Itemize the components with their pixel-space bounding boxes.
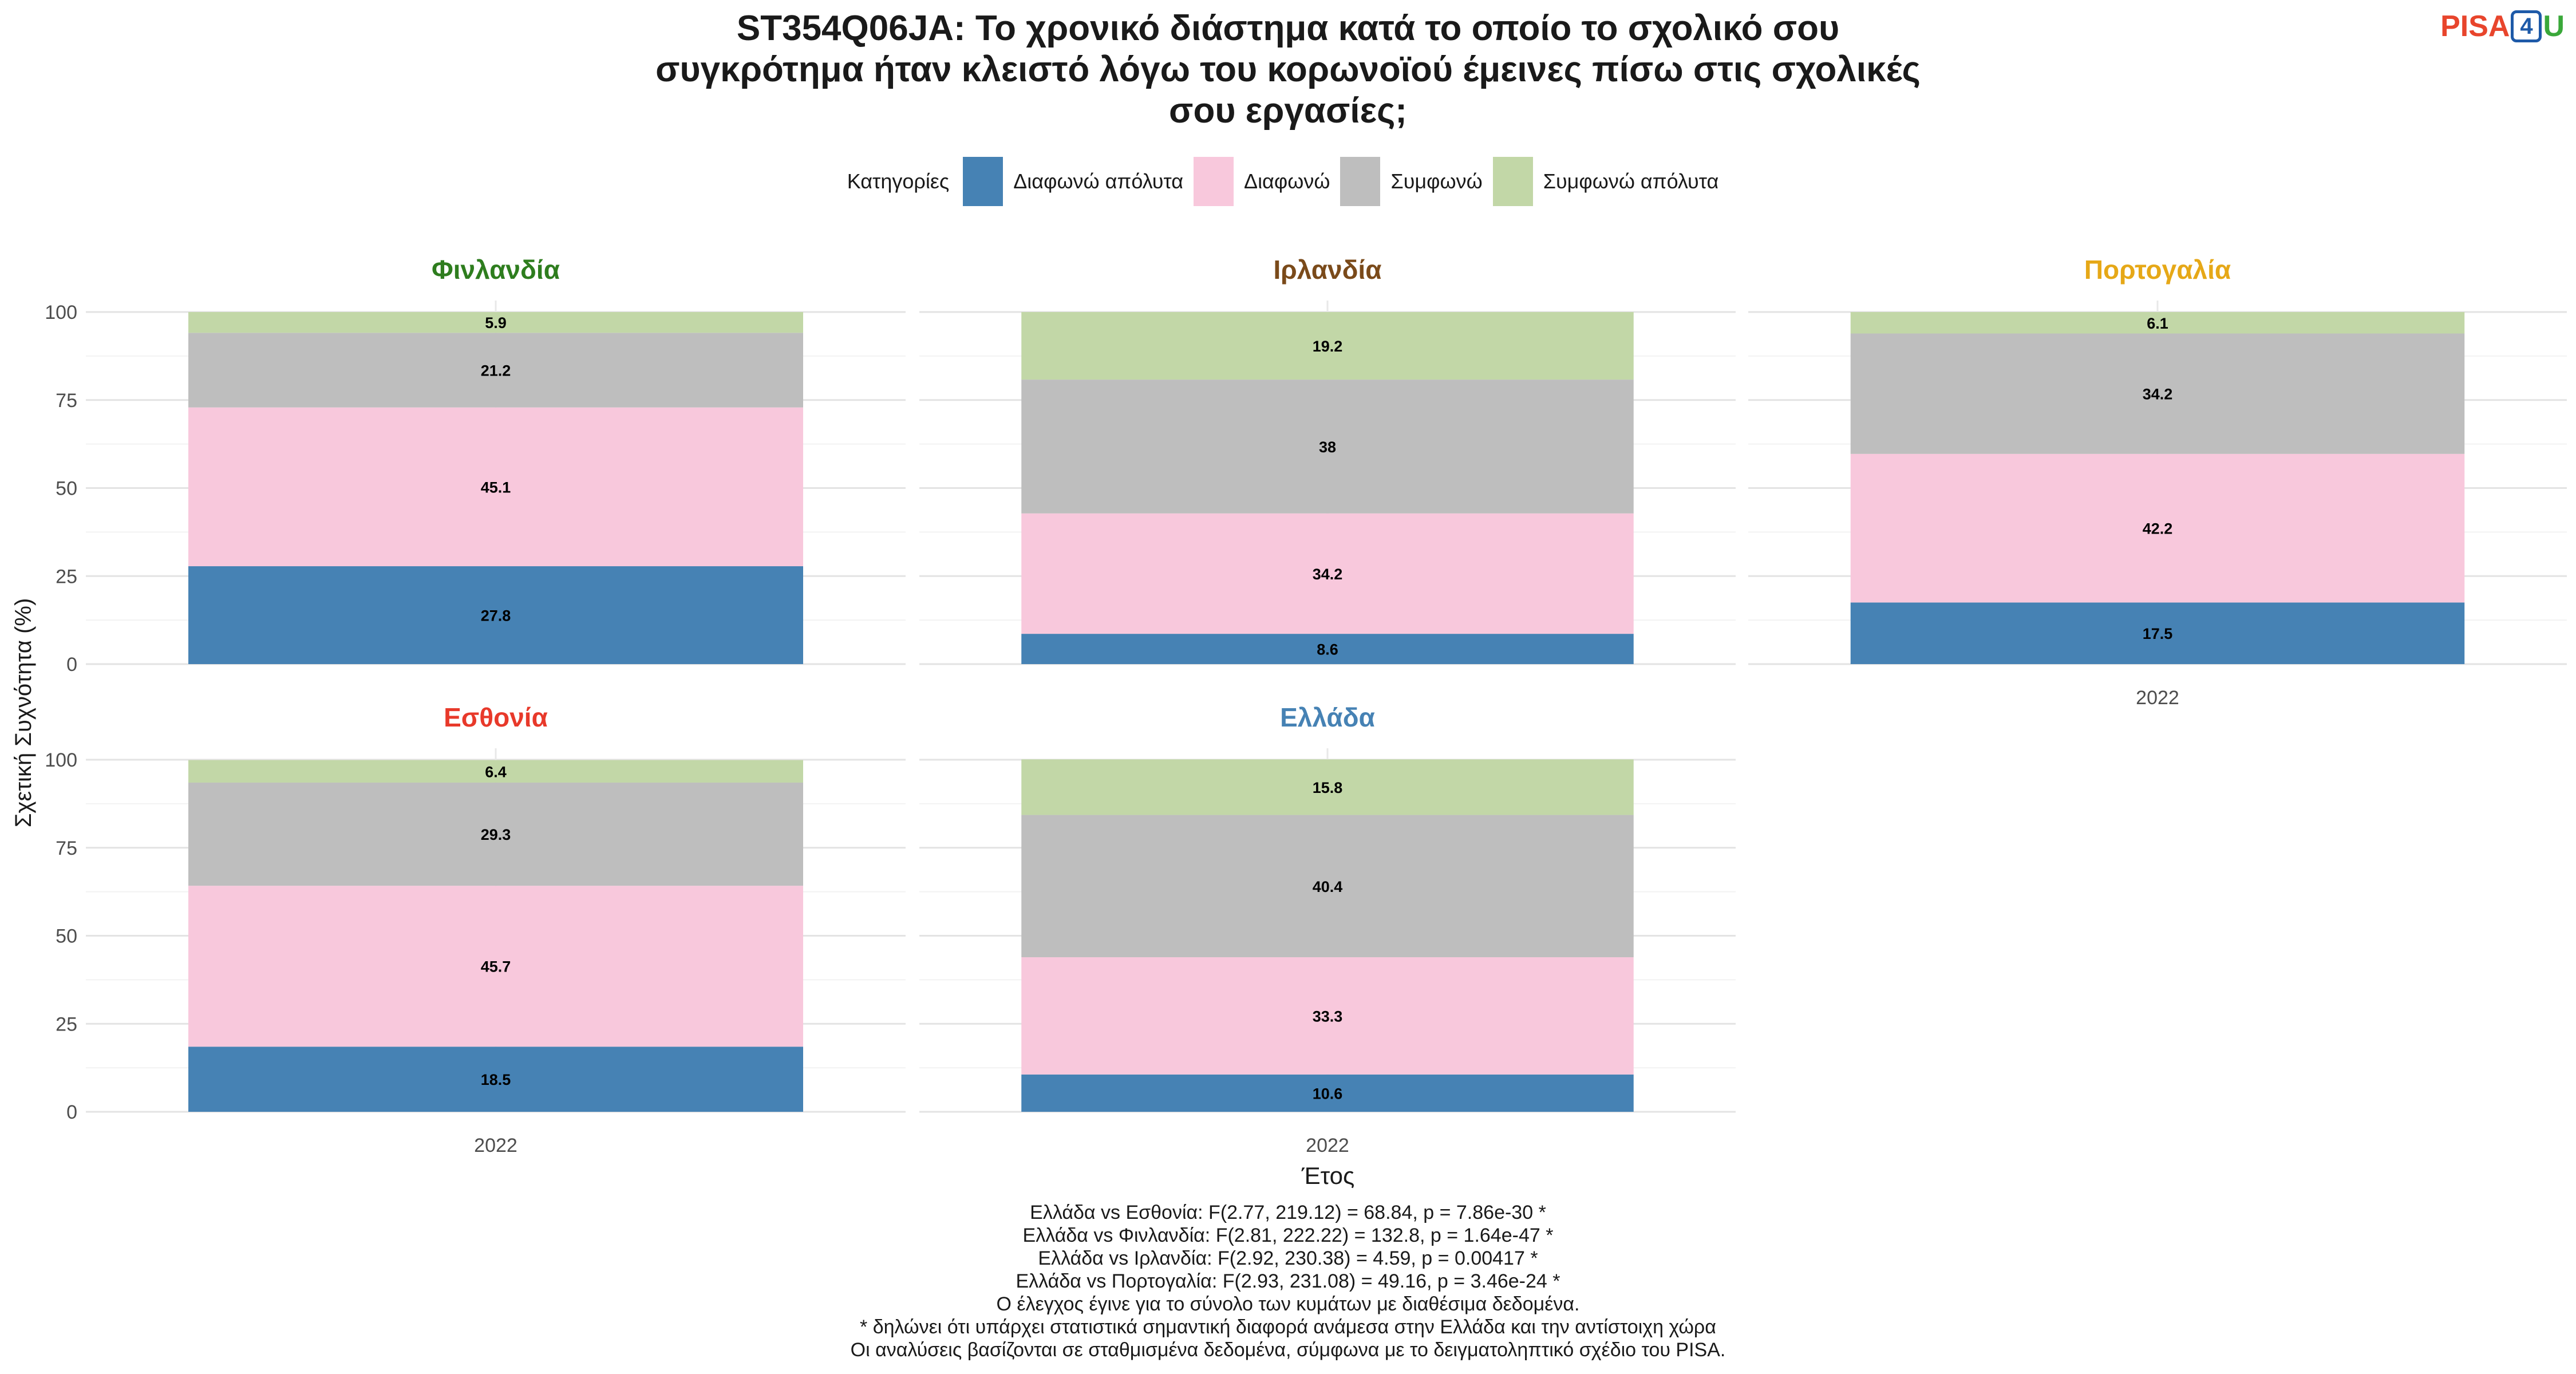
bar-segment: [188, 1047, 803, 1112]
y-axis-label: Σχετική Συχνότητα (%): [11, 598, 36, 828]
data-label: 15.8: [1313, 779, 1343, 796]
footnote-line: Ο έλεγχος έγινε για το σύνολο των κυμάτω…: [996, 1293, 1580, 1315]
footnote-line: Οι αναλύσεις βασίζονται σε σταθμισμένα δ…: [850, 1339, 1726, 1361]
legend-swatch: [963, 157, 1003, 206]
data-label: 42.2: [2143, 520, 2173, 538]
bar-segment: [1021, 759, 1634, 815]
data-label: 34.2: [2143, 386, 2173, 403]
chart-title: ST354Q06JA: Το χρονικό διάστημα κατά το …: [0, 8, 2576, 132]
legend-label: Διαφωνώ: [1244, 169, 1330, 193]
legend-item: Διαφωνώ: [1194, 157, 1330, 206]
y-tick-label: 100: [45, 749, 77, 771]
data-label: 40.4: [1313, 878, 1343, 895]
y-tick-label: 25: [56, 566, 77, 587]
y-tick-label: 50: [56, 478, 77, 500]
data-label: 19.2: [1313, 338, 1343, 355]
bar-segment: [1021, 634, 1634, 664]
data-label: 8.6: [1317, 641, 1338, 658]
bar-segment: [188, 333, 803, 408]
bar-segment: [1021, 312, 1634, 380]
bar-segment: [1021, 815, 1634, 958]
bar-segment: [188, 782, 803, 886]
bar-segment: [188, 760, 803, 783]
bar-segment: [1021, 1074, 1634, 1112]
y-tick-label: 75: [56, 390, 77, 412]
bar-segment: [188, 407, 803, 567]
bar-segment: [1850, 602, 2465, 664]
bar-segment: [1021, 957, 1634, 1075]
bar-segment: [188, 566, 803, 664]
legend-item: Συμφωνώ απόλυτα: [1492, 157, 1719, 206]
bar-segment: [1850, 312, 2465, 334]
panel-title: Πορτογαλία: [2084, 255, 2231, 285]
legend-label: Συμφωνώ απόλυτα: [1543, 169, 1719, 193]
logo-box: 4: [2511, 10, 2542, 42]
data-label: 33.3: [1313, 1008, 1343, 1025]
y-tick-label: 0: [66, 654, 77, 676]
y-tick-label: 75: [56, 838, 77, 859]
x-tick-label: 2022: [474, 1135, 517, 1156]
footnote-line: Ελλάδα vs Ιρλανδία: F(2.92, 230.38) = 4.…: [1038, 1247, 1538, 1269]
legend-swatch: [1194, 157, 1234, 206]
data-label: 45.1: [481, 479, 511, 496]
bar-segment: [1021, 380, 1634, 514]
footnote-line: * δηλώνει ότι υπάρχει στατιστικά σημαντι…: [860, 1316, 1716, 1338]
data-label: 21.2: [481, 362, 511, 379]
bar-segment: [1021, 513, 1634, 634]
pisa4u-logo: PISA 4 U: [2440, 8, 2565, 45]
data-label: 10.6: [1313, 1085, 1343, 1102]
data-label: 6.1: [2147, 315, 2168, 332]
data-label: 29.3: [481, 826, 511, 843]
legend-item: Διαφωνώ απόλυτα: [963, 157, 1183, 206]
data-label: 27.8: [481, 607, 511, 625]
bar-segment: [1850, 333, 2465, 454]
data-label: 45.7: [481, 958, 511, 976]
logo-text: U: [2543, 10, 2565, 43]
x-tick-label: 2022: [1306, 1135, 1349, 1156]
legend-label: Συμφωνώ: [1390, 169, 1483, 193]
data-label: 18.5: [481, 1071, 511, 1088]
y-tick-label: 0: [66, 1101, 77, 1123]
footnote-line: Ελλάδα vs Φινλανδία: F(2.81, 222.22) = 1…: [1022, 1225, 1554, 1246]
y-tick-label: 25: [56, 1013, 77, 1035]
panel-title: Ελλάδα: [1280, 702, 1375, 732]
y-tick-label: 100: [45, 302, 77, 323]
footnotes: Ελλάδα vs Εσθονία: F(2.77, 219.12) = 68.…: [0, 1201, 2576, 1361]
data-label: 38: [1319, 439, 1336, 456]
bar-segment: [188, 312, 803, 333]
legend-swatch: [1492, 157, 1533, 206]
legend-label: Διαφωνώ απόλυτα: [1013, 169, 1184, 193]
x-tick-label: 2022: [2136, 687, 2179, 709]
legend-title: Κατηγορίες: [847, 169, 950, 193]
legend: Κατηγορίες Διαφωνώ απόλυτα Διαφωνώ Συμφω…: [0, 156, 2576, 207]
panel-title: Ιρλανδία: [1273, 255, 1381, 285]
footnote-line: Ελλάδα vs Εσθονία: F(2.77, 219.12) = 68.…: [1030, 1202, 1546, 1223]
x-axis-label: Έτος: [1301, 1162, 1355, 1189]
data-label: 5.9: [485, 314, 507, 331]
title-line: συγκρότημα ήταν κλειστό λόγω του κορωνοϊ…: [655, 50, 1921, 89]
data-label: 34.2: [1313, 566, 1343, 583]
title-line: ST354Q06JA: Το χρονικό διάστημα κατά το …: [736, 9, 1840, 48]
logo-text: PISA: [2440, 10, 2510, 43]
panel-title: Εσθονία: [444, 702, 548, 732]
data-label: 6.4: [485, 763, 507, 780]
footnote-line: Ελλάδα vs Πορτογαλία: F(2.93, 231.08) = …: [1016, 1270, 1560, 1292]
y-tick-label: 50: [56, 926, 77, 947]
panel-title: Φινλανδία: [432, 255, 560, 285]
legend-item: Συμφωνώ: [1340, 157, 1483, 206]
legend-swatch: [1340, 157, 1381, 206]
bar-segment: [1850, 453, 2465, 603]
bar-segment: [188, 886, 803, 1047]
title-line: σου εργασίες;: [1169, 91, 1407, 131]
data-label: 17.5: [2143, 625, 2173, 642]
